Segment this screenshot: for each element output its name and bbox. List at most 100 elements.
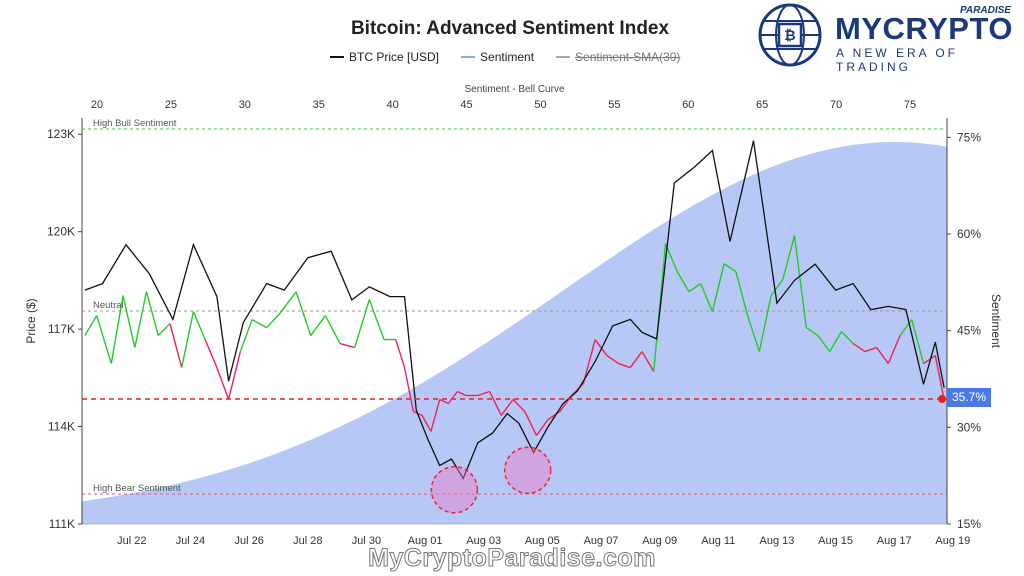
sentiment-segment bbox=[251, 318, 268, 329]
top-tick-label: 70 bbox=[830, 99, 842, 111]
sentiment-segment bbox=[594, 339, 608, 356]
y-right-tick-label: 45% bbox=[957, 324, 981, 338]
highlight-circle bbox=[503, 446, 552, 495]
sentiment-segment bbox=[758, 295, 772, 352]
x-tick-label: Jul 22 bbox=[117, 535, 146, 547]
x-tick-label: Jul 28 bbox=[293, 535, 322, 547]
legend-swatch-sentiment-sma bbox=[556, 56, 571, 58]
top-tick-label: 40 bbox=[387, 99, 399, 111]
sentiment-segment bbox=[204, 339, 218, 368]
sentiment-segment bbox=[524, 411, 538, 436]
sentiment-segment bbox=[95, 315, 112, 364]
sentiment-segment bbox=[324, 315, 341, 344]
sentiment-segment bbox=[368, 299, 385, 340]
sentiment-segment bbox=[447, 391, 458, 404]
logo-name: MYCRYPTO bbox=[835, 11, 1013, 46]
top-tick-label: 55 bbox=[608, 99, 620, 111]
y-right-tick-label: 30% bbox=[957, 420, 981, 434]
x-tick-label: Aug 01 bbox=[408, 535, 443, 547]
top-tick-label: 25 bbox=[165, 99, 177, 111]
y-left-tick-label: 114K bbox=[48, 420, 75, 434]
x-tick-label: Aug 13 bbox=[759, 535, 794, 547]
sentiment-segment bbox=[145, 291, 159, 336]
logo-tagline: A NEW ERA OF TRADING bbox=[836, 46, 959, 74]
sentiment-segment bbox=[181, 311, 195, 368]
sentiment-segment bbox=[793, 235, 807, 328]
top-tick-label: 65 bbox=[756, 99, 768, 111]
sentiment-segment bbox=[606, 354, 619, 365]
x-tick-label: Aug 07 bbox=[584, 535, 619, 547]
x-tick-label: Aug 19 bbox=[935, 535, 970, 547]
btc-price-line bbox=[84, 140, 945, 480]
sentiment-segment bbox=[582, 339, 596, 384]
x-tick-label: Aug 05 bbox=[525, 535, 560, 547]
reference-line-label: Neutral bbox=[93, 300, 124, 311]
legend-item-btc-price[interactable]: BTC Price [USD] bbox=[330, 50, 439, 64]
sentiment-segment bbox=[439, 398, 449, 405]
sentiment-segment bbox=[457, 390, 467, 397]
top-axis-label: Sentiment - Bell Curve bbox=[464, 84, 564, 95]
reference-line-label: High Bull Sentiment bbox=[93, 118, 177, 129]
sentiment-segment bbox=[157, 323, 171, 337]
sentiment-segment bbox=[295, 291, 312, 336]
y-axis-right-label: Sentiment bbox=[989, 294, 1003, 349]
top-tick-label: 45 bbox=[460, 99, 472, 111]
sentiment-segment bbox=[700, 283, 714, 312]
sentiment-segment bbox=[840, 331, 854, 345]
sentiment-segment bbox=[310, 315, 326, 336]
top-tick-label: 50 bbox=[534, 99, 546, 111]
legend-item-sentiment[interactable]: Sentiment bbox=[461, 50, 534, 64]
x-tick-label: Aug 09 bbox=[642, 535, 677, 547]
sentiment-segment bbox=[488, 391, 502, 416]
logo-superscript: PARADISE bbox=[960, 5, 1011, 16]
sentiment-segment bbox=[735, 271, 749, 316]
sentiment-segment bbox=[934, 355, 945, 400]
sentiment-segment bbox=[227, 351, 242, 400]
x-tick-label: Aug 11 bbox=[701, 535, 735, 547]
sentiment-segment bbox=[512, 399, 526, 412]
sentiment-segment bbox=[817, 335, 831, 352]
sentiment-segment bbox=[216, 367, 230, 400]
x-tick-label: Aug 15 bbox=[818, 535, 853, 547]
sentiment-segment bbox=[723, 263, 737, 273]
sentiment-segment bbox=[110, 295, 124, 364]
y-right-tick-label: 15% bbox=[957, 517, 981, 531]
sentiment-segment bbox=[84, 315, 98, 336]
sentiment-segment bbox=[923, 354, 936, 365]
x-tick-label: Jul 26 bbox=[234, 535, 263, 547]
svg-text:₿: ₿ bbox=[784, 27, 795, 43]
y-left-tick-label: 120K bbox=[47, 225, 75, 239]
chart-title: Bitcoin: Advanced Sentiment Index bbox=[350, 18, 670, 39]
x-tick-label: Jul 24 bbox=[176, 535, 205, 547]
sentiment-segment bbox=[641, 351, 655, 372]
y-left-tick-label: 117K bbox=[48, 322, 75, 336]
highlight-circle bbox=[430, 466, 479, 514]
top-tick-label: 60 bbox=[682, 99, 694, 111]
x-tick-label: Aug 03 bbox=[466, 535, 501, 547]
reference-line-label: High Bear Sentiment bbox=[93, 483, 181, 494]
sentiment-segment bbox=[535, 419, 549, 436]
legend-label-sentiment-sma: Sentiment-SMA(30) bbox=[575, 50, 681, 64]
legend-item-sentiment-sma[interactable]: Sentiment-SMA(30) bbox=[556, 50, 680, 64]
legend-label-btc-price: BTC Price [USD] bbox=[349, 50, 440, 64]
sentiment-segment bbox=[911, 319, 925, 364]
sentiment-segment bbox=[421, 415, 432, 432]
top-tick-label: 35 bbox=[313, 99, 325, 111]
y-right-tick-label: 60% bbox=[957, 227, 981, 241]
legend-swatch-btc-price bbox=[330, 56, 344, 58]
top-tick-label: 20 bbox=[91, 99, 103, 111]
y-left-tick-label: 123K bbox=[47, 127, 75, 141]
y-left-tick-label: 111K bbox=[49, 517, 75, 531]
y-right-tick-label: 75% bbox=[957, 130, 981, 144]
sentiment-segment bbox=[239, 319, 253, 352]
sentiment-segment bbox=[169, 323, 183, 368]
sentiment-segment bbox=[134, 291, 148, 348]
globe-chip-icon: ₿ bbox=[758, 3, 822, 67]
sentiment-segment bbox=[852, 342, 866, 353]
sentiment-segment bbox=[805, 326, 819, 337]
current-level-dot bbox=[938, 395, 946, 403]
legend-label-sentiment: Sentiment bbox=[480, 50, 535, 64]
sentiment-segment bbox=[192, 311, 206, 340]
sentiment-segment bbox=[354, 299, 371, 348]
sentiment-segment bbox=[618, 362, 631, 369]
